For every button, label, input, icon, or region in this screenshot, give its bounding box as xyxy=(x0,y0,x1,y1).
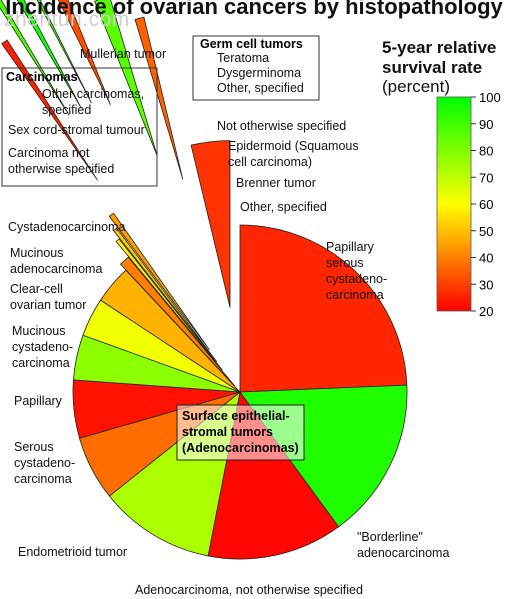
watermark: zhentun.com xyxy=(4,8,130,31)
slice-16 xyxy=(36,0,92,104)
slice-13 xyxy=(1,39,98,181)
label-3: Endometrioid tumor xyxy=(18,545,127,559)
legend-tick-label-80: 80 xyxy=(479,144,493,159)
group-box-germ-cell xyxy=(192,35,320,101)
slice-19 xyxy=(134,16,184,180)
group-box-carcinomas xyxy=(1,67,158,187)
legend-tick-label-20: 20 xyxy=(479,304,493,319)
slice-12 xyxy=(108,212,210,351)
legend-tick-label-100: 100 xyxy=(479,90,501,105)
label-14: Other, specified xyxy=(217,81,304,95)
label-16: Teratoma xyxy=(217,51,269,65)
slice-11 xyxy=(113,227,218,363)
label-20: Carcinoma not otherwise specified xyxy=(8,146,114,176)
legend-title-line1: 5-year relative xyxy=(382,38,497,57)
slice-10 xyxy=(115,238,223,371)
label-6: Mucinous cystadeno-carcinoma xyxy=(12,324,73,370)
group-label-surface: Surface epithelial-stromal tumors (Adenoc… xyxy=(182,409,299,455)
slice-0 xyxy=(239,224,408,393)
slice-17 xyxy=(57,0,111,106)
legend-tick-label-50: 50 xyxy=(479,224,493,239)
legend-tick-label-30: 30 xyxy=(479,277,493,292)
group-label-germ-cell: Germ cell tumors xyxy=(200,37,303,51)
label-10: Other, specified xyxy=(240,200,327,214)
label-9: Cystadenocarcinoma xyxy=(8,220,125,234)
slice-20 xyxy=(190,140,231,308)
legend-title-line2: survival rate xyxy=(382,58,483,77)
legend-unit: (percent) xyxy=(382,77,451,96)
legend-tick-label-70: 70 xyxy=(479,170,493,185)
label-5: Papillary xyxy=(14,394,63,408)
legend-title: 5-year relative survival rate xyxy=(382,38,496,78)
label-19: Other carcinomas, specified xyxy=(42,87,144,117)
label-12: Epidermoid (Squamous cell carcinoma) xyxy=(228,139,359,169)
label-13: Not otherwise specified xyxy=(217,119,346,133)
legend-tick-label-60: 60 xyxy=(479,197,493,212)
label-15: Dysgerminoma xyxy=(217,66,301,80)
label-17: Mullerian tumor xyxy=(80,47,166,61)
slice-18 xyxy=(94,0,158,157)
slice-14 xyxy=(0,0,70,116)
legend-color-bar xyxy=(436,96,472,312)
slice-9 xyxy=(119,256,236,387)
label-1: "Borderline" adenocarcinoma xyxy=(357,530,449,560)
label-8: Mucinous adenocarcinoma xyxy=(10,246,102,276)
legend-tick-label-40: 40 xyxy=(479,251,493,266)
label-7: Clear-cell ovarian tumor xyxy=(10,282,86,312)
chart-title: Incidence of ovarian cancers by histopat… xyxy=(5,0,503,19)
label-18: Sex cord-stromal tumour xyxy=(8,123,145,137)
group-label-carcinomas: Carcinomas xyxy=(6,70,78,84)
legend-tick-label-90: 90 xyxy=(479,117,493,132)
label-2: Adenocarcinoma, not otherwise specified xyxy=(135,583,363,597)
group-box-surface xyxy=(176,404,305,461)
label-0: Papillary serous cystadeno-carcinoma xyxy=(326,240,387,302)
label-11: Brenner tumor xyxy=(236,176,316,190)
label-4: Serous cystadeno-carcinoma xyxy=(14,440,75,486)
